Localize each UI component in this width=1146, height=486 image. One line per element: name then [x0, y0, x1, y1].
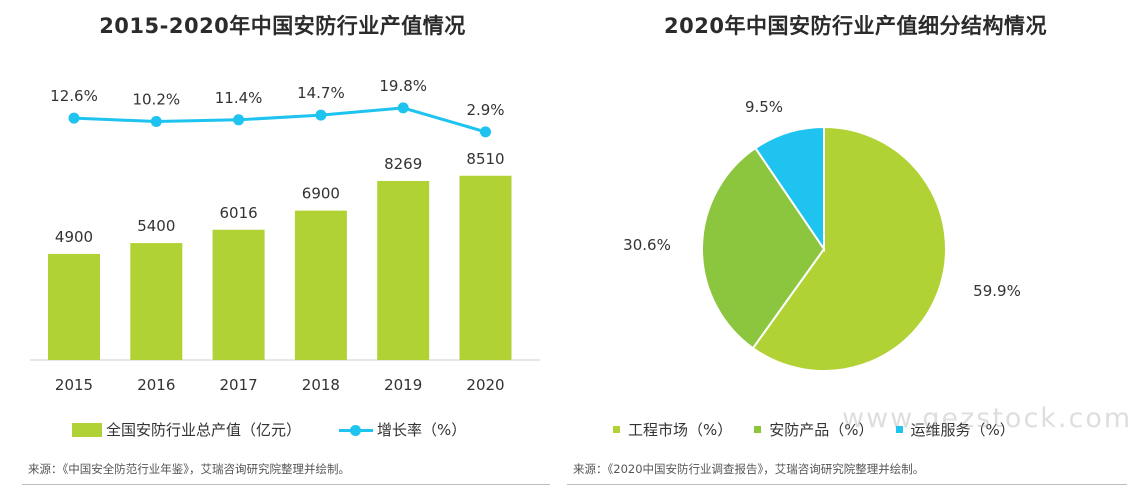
x-tick-label: 2016 — [137, 376, 175, 394]
growth-label: 2.9% — [466, 101, 504, 119]
bar-value-label: 6016 — [220, 204, 258, 222]
legend-label: 工程市场（%） — [628, 421, 733, 439]
growth-point — [68, 112, 80, 124]
x-tick-label: 2018 — [302, 376, 340, 394]
divider — [567, 484, 1127, 485]
legend-swatch — [613, 426, 620, 433]
growth-label: 14.7% — [297, 84, 345, 102]
legend-item-products: 安防产品（%） — [754, 419, 874, 440]
legend-label: 运维服务（%） — [910, 421, 1015, 439]
legend-label: 增长率（%） — [377, 421, 467, 439]
growth-point — [397, 102, 409, 114]
watermark: www.gezstock.com — [842, 403, 1133, 434]
source-note: 来源：《2020中国安防行业调查报告》，艾瑞咨询研究院整理并绘制。 — [573, 462, 925, 476]
source-note: 来源：《中国安全防范行业年鉴》，艾瑞咨询研究院整理并绘制。 — [28, 462, 350, 476]
pie-chart: 59.9% 30.6% 9.5% — [623, 98, 1021, 372]
pie-slice — [751, 125, 947, 372]
bar-line-chart-panel: 2015-2020年中国安防行业产值情况 4900 2015 5400 2016 601… — [0, 0, 565, 486]
growth-line — [73, 106, 486, 134]
bar — [294, 210, 347, 360]
legend-label: 安防产品（%） — [769, 421, 874, 439]
bar-value-label: 8510 — [466, 150, 504, 168]
chart-legend: 全国安防行业总产值（亿元） 增长率（%） — [72, 419, 504, 440]
x-tick-label: 2017 — [220, 376, 258, 394]
pie-slice — [701, 146, 826, 350]
pie-slice-label: 30.6% — [623, 236, 671, 254]
legend-label: 全国安防行业总产值（亿元） — [106, 421, 302, 439]
growth-point — [150, 116, 162, 128]
bar-value-label: 5400 — [137, 217, 175, 235]
pie-slice-label: 59.9% — [973, 282, 1021, 300]
pie-chart-panel: 2020年中国安防行业产值细分结构情况 59.9% 30.6% 9.5% 工程市场（… — [565, 0, 1146, 486]
chart-title: 2020年中国安防行业产值细分结构情况 — [664, 14, 1047, 38]
bar — [212, 229, 265, 360]
bar-value-label: 6900 — [302, 185, 340, 203]
x-tick-label: 2020 — [466, 376, 504, 394]
bar — [459, 175, 512, 360]
divider — [22, 484, 550, 485]
bar-line-chart: 4900 2015 5400 2016 6016 2017 6900 2018 8269 2019… — [30, 77, 540, 394]
bar-value-label: 8269 — [384, 155, 422, 173]
growth-label: 12.6% — [50, 87, 98, 105]
chart-legend: 工程市场（%） 安防产品（%） 运维服务（%） — [613, 419, 1015, 440]
growth-point — [480, 126, 491, 138]
x-tick-label: 2019 — [384, 376, 422, 394]
legend-item-services: 运维服务（%） — [895, 419, 1015, 440]
bar — [377, 180, 430, 360]
x-tick-label: 2015 — [55, 376, 93, 394]
growth-label: 19.8% — [379, 77, 427, 95]
legend-item-engineering: 工程市场（%） — [613, 419, 732, 440]
legend-swatch — [895, 426, 903, 433]
growth-label: 11.4% — [215, 89, 263, 107]
legend-swatch-line — [339, 423, 374, 437]
bar — [130, 243, 183, 360]
pie-slice-label: 9.5% — [745, 98, 783, 116]
bar-value-label: 4900 — [55, 228, 93, 246]
pie-slice — [754, 125, 825, 253]
growth-label: 10.2% — [132, 91, 180, 109]
legend-swatch — [754, 426, 762, 433]
growth-point — [315, 109, 327, 121]
chart-title: 2015-2020年中国安防行业产值情况 — [99, 14, 466, 38]
legend-swatch-bar — [72, 422, 102, 437]
bar — [48, 253, 100, 360]
legend-item-output: 全国安防行业总产值（亿元） — [72, 419, 301, 440]
growth-point — [233, 114, 245, 126]
legend-item-growth: 增长率（%） — [339, 419, 466, 440]
